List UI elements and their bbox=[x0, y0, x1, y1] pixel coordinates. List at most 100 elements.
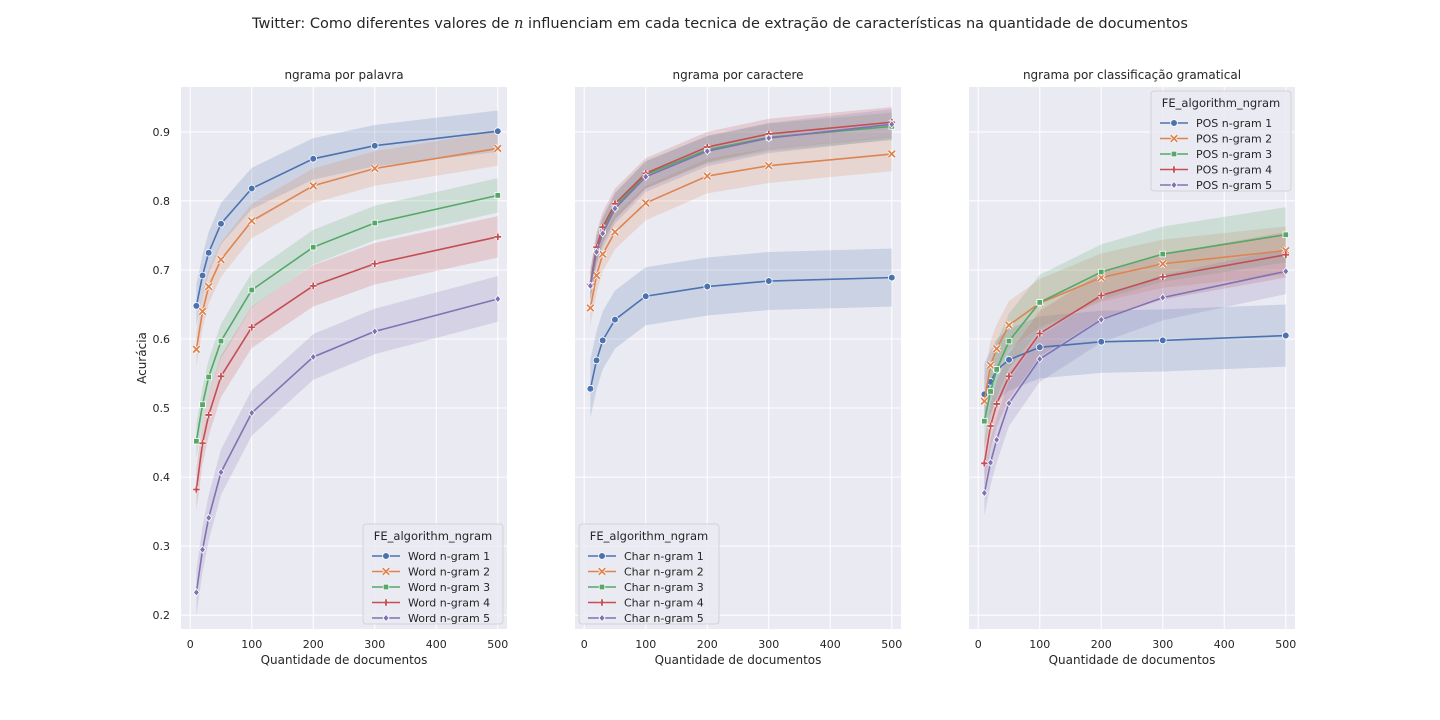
data-point bbox=[217, 255, 225, 264]
legend-entry: Char n-gram 4 bbox=[624, 597, 704, 610]
data-point bbox=[248, 408, 256, 418]
y-tick-label: 0.3 bbox=[153, 540, 171, 553]
data-point bbox=[987, 458, 995, 467]
data-point bbox=[494, 192, 501, 199]
confidence-band-3 bbox=[590, 112, 892, 299]
data-point bbox=[1159, 273, 1166, 281]
panel-title: ngrama por classificação gramatical bbox=[1023, 68, 1241, 82]
data-point bbox=[370, 164, 379, 173]
data-point bbox=[1005, 337, 1013, 345]
x-tick-label: 400 bbox=[820, 638, 841, 651]
data-point bbox=[248, 324, 255, 331]
chart-panels: 0 100 200 300 400 500 0.2 0.3 0.4 0.5 0.6 0.7 0.8 0.9… bbox=[135, 68, 1296, 667]
y-tick-label: 0.2 bbox=[153, 609, 171, 622]
y-tick-label: 0.5 bbox=[153, 402, 171, 415]
y-tick-label: 0.9 bbox=[153, 126, 171, 139]
legend-swatch-marker bbox=[1170, 119, 1178, 127]
data-point bbox=[1097, 315, 1105, 324]
legend-entry: Char n-gram 5 bbox=[624, 612, 704, 625]
confidence-band-2 bbox=[196, 131, 498, 367]
data-point bbox=[204, 282, 213, 291]
data-point bbox=[641, 199, 650, 207]
data-point bbox=[371, 219, 378, 227]
data-point bbox=[199, 440, 206, 447]
legend-swatch-marker bbox=[382, 567, 390, 576]
legend-box bbox=[362, 523, 504, 625]
x-tick-label: 100 bbox=[241, 638, 262, 651]
x-tick-label: 100 bbox=[635, 638, 656, 651]
data-point bbox=[204, 248, 213, 257]
x-tick-label: 200 bbox=[697, 638, 718, 651]
data-point bbox=[192, 302, 201, 310]
data-point bbox=[980, 488, 988, 498]
data-point bbox=[993, 435, 1001, 445]
legend-entry: Word n-gram 3 bbox=[408, 581, 490, 594]
data-point bbox=[1159, 293, 1167, 302]
legend-entry: Word n-gram 2 bbox=[408, 566, 490, 579]
data-point bbox=[1005, 321, 1013, 330]
data-point bbox=[980, 397, 989, 405]
confidence-band-4 bbox=[196, 216, 498, 511]
data-point bbox=[493, 127, 502, 135]
data-point bbox=[217, 337, 225, 345]
data-point bbox=[1036, 354, 1044, 364]
data-point bbox=[887, 150, 896, 158]
data-point bbox=[703, 146, 711, 156]
data-point bbox=[199, 545, 207, 554]
data-point bbox=[641, 292, 650, 301]
data-point bbox=[1282, 231, 1289, 238]
data-point bbox=[592, 271, 601, 280]
legend: FE_algorithm_ngram Word n-gram 1 Word n-gr… bbox=[362, 523, 504, 625]
data-point bbox=[1098, 292, 1105, 299]
confidence-band-1 bbox=[196, 110, 498, 327]
legend-entry: Char n-gram 2 bbox=[624, 566, 704, 579]
series-line-5 bbox=[589, 123, 892, 286]
data-point bbox=[986, 361, 995, 370]
x-tick-label: 0 bbox=[581, 638, 588, 651]
legend-swatch-marker bbox=[598, 613, 606, 623]
data-point bbox=[599, 229, 607, 238]
data-point bbox=[1005, 373, 1013, 380]
legend-swatch-marker bbox=[598, 599, 606, 606]
legend-swatch-marker bbox=[1170, 180, 1178, 190]
data-point bbox=[764, 277, 773, 285]
data-point bbox=[247, 217, 256, 225]
x-tick-label: 100 bbox=[1029, 638, 1050, 651]
data-point bbox=[593, 247, 601, 257]
legend-swatch-marker bbox=[382, 583, 390, 591]
data-point bbox=[1158, 259, 1167, 268]
panel-title: ngrama por palavra bbox=[284, 68, 403, 82]
data-point bbox=[1281, 246, 1290, 255]
x-tick-label: 200 bbox=[303, 638, 324, 651]
x-axis-label: Quantidade de documentos bbox=[261, 653, 428, 667]
series-line-1 bbox=[195, 130, 498, 307]
legend: FE_algorithm_ngram POS n-gram 1 POS n-gram… bbox=[1150, 90, 1292, 192]
data-point bbox=[1158, 336, 1167, 345]
x-tick-label: 400 bbox=[426, 638, 447, 651]
legend-swatch-marker bbox=[382, 613, 390, 623]
x-tick-label: 500 bbox=[487, 638, 508, 651]
data-point bbox=[1005, 398, 1013, 408]
confidence-band-4 bbox=[590, 107, 892, 300]
y-tick-label: 0.6 bbox=[153, 333, 171, 346]
data-point bbox=[992, 344, 1001, 353]
data-point bbox=[1097, 273, 1106, 282]
y-axis-label: Acurácia bbox=[135, 332, 149, 384]
x-tick-label: 0 bbox=[187, 638, 194, 651]
data-point bbox=[1005, 355, 1013, 364]
data-point bbox=[1159, 250, 1166, 258]
data-point bbox=[309, 155, 318, 163]
data-point bbox=[217, 219, 225, 228]
legend-entry: POS n-gram 3 bbox=[1196, 148, 1272, 161]
series-line-4 bbox=[983, 253, 1286, 464]
legend-entry: POS n-gram 5 bbox=[1196, 179, 1272, 192]
series-line-4 bbox=[195, 236, 498, 490]
data-point bbox=[703, 282, 712, 291]
data-point bbox=[1036, 299, 1043, 306]
data-point bbox=[598, 336, 607, 345]
data-point bbox=[193, 437, 200, 445]
chart-panel-1: 0 100 200 300 400 500 0.2 0.3 0.4 0.5 0.6 0.7 0.8 0.9… bbox=[135, 68, 508, 667]
data-point bbox=[494, 294, 502, 304]
y-tick-label: 0.8 bbox=[153, 195, 171, 208]
